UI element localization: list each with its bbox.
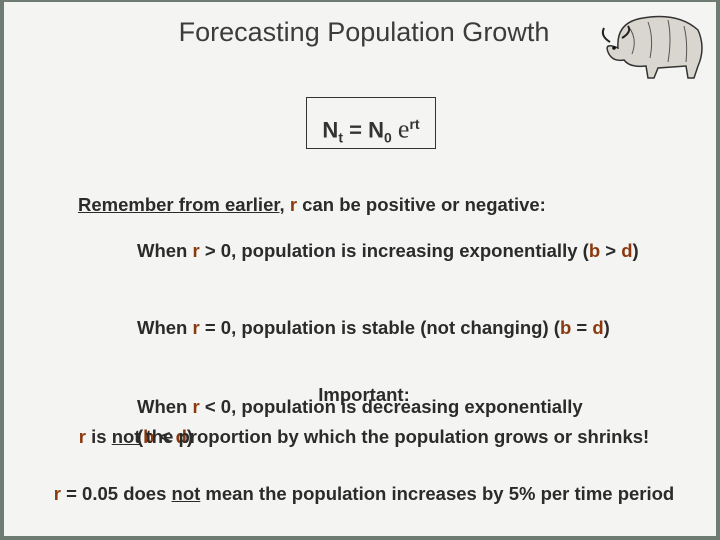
bison-illustration (601, 15, 703, 79)
text: > 0, population is increasing exponentia… (199, 240, 589, 261)
text: = (571, 317, 593, 338)
text: ) (603, 317, 610, 338)
variable: r (289, 194, 298, 215)
intro-text: Remember from earlier, (78, 194, 285, 215)
intro: Remember from earlier, r can be positive… (78, 190, 546, 220)
text: < (154, 426, 176, 447)
text: When (137, 396, 193, 417)
slide-title: Forecasting Population Growth (178, 17, 550, 47)
point: When r = 0, population is stable (not ch… (137, 313, 677, 343)
variable: b (143, 426, 155, 447)
variable: r (192, 240, 200, 261)
formula-subscript: 0 (383, 129, 392, 146)
text: mean the population increases by 5% per … (200, 483, 675, 504)
variable: b (559, 317, 572, 338)
intro-text: can be positive or negative: (297, 194, 546, 215)
emphasis: not (171, 483, 201, 504)
text: = 0, population is stable (not changing)… (199, 317, 560, 338)
variable: d (621, 240, 633, 261)
point: When r > 0, population is increasing exp… (137, 236, 677, 266)
formula-part: e (397, 114, 410, 144)
formula: Nt = N0 ert (306, 97, 436, 149)
variable: r (53, 483, 61, 504)
text: is (85, 426, 112, 447)
formula-subscript: t (338, 129, 343, 146)
text: ) (186, 426, 194, 447)
emphasis: not (111, 426, 141, 447)
variable: b (588, 240, 601, 261)
text: ( (137, 426, 144, 447)
text: When (137, 317, 193, 338)
text: > (600, 240, 622, 261)
variable: r (192, 396, 200, 417)
important-line: r is not the proportion by which the pop… (44, 422, 684, 452)
variable: d (592, 317, 604, 338)
formula-part: N (322, 117, 339, 143)
important-heading: Important: (318, 384, 410, 405)
variable: r (78, 426, 86, 447)
variable: d (175, 426, 187, 447)
text: ) (632, 240, 639, 261)
point: When r < 0, population is decreasing exp… (137, 392, 677, 452)
text: the proportion by which the population g… (140, 426, 650, 447)
variable: r (192, 317, 200, 338)
formula-superscript: rt (409, 116, 420, 132)
text: < 0, population is decreasing exponentia… (199, 396, 583, 417)
text: = 0.05 does (60, 483, 172, 504)
text: When (137, 240, 193, 261)
formula-part: = N (349, 117, 384, 143)
important-line: r = 0.05 does not mean the population in… (44, 479, 684, 509)
